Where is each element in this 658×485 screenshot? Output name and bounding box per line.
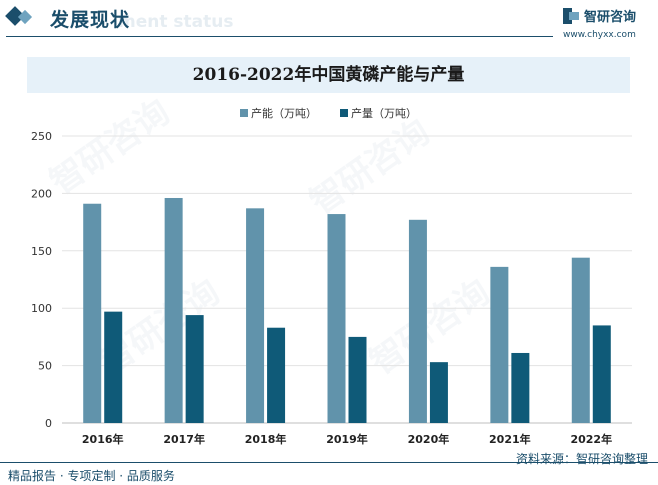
brand-url: www.chyxx.com	[563, 30, 636, 40]
bar-capacity	[408, 219, 427, 423]
legend-label-output: 产量（万吨）	[351, 107, 417, 120]
x-tick-label: 2021年	[489, 432, 531, 446]
y-tick-label: 150	[31, 245, 52, 258]
x-tick-label: 2022年	[570, 432, 612, 446]
bar-output	[511, 352, 530, 423]
bar-output	[267, 327, 286, 423]
bar-capacity	[246, 208, 265, 423]
legend-item-capacity: 产能（万吨）	[240, 105, 317, 121]
data-source: 资料来源：智研咨询整理	[515, 452, 648, 466]
legend-swatch-output	[340, 109, 348, 117]
legend-swatch-capacity	[240, 109, 248, 117]
bar-output	[592, 325, 611, 423]
brand-logo-icon	[563, 8, 579, 24]
footer-divider	[0, 462, 658, 463]
x-tick-label: 2017年	[163, 432, 205, 446]
y-tick-label: 100	[31, 302, 52, 315]
section-subtitle-ghost: ment status	[118, 12, 234, 32]
bar-capacity	[327, 214, 346, 423]
x-tick-label: 2019年	[326, 432, 368, 446]
bar-output	[429, 362, 448, 423]
x-tick-label: 2016年	[82, 432, 124, 446]
chart-title-bar: 2016-2022年中国黄磷产能与产量	[27, 57, 630, 93]
page-footer: 精品报告 · 专项定制 · 品质服务 资料来源：智研咨询整理	[0, 452, 658, 485]
bar-capacity	[164, 197, 183, 423]
y-tick-label: 250	[31, 130, 52, 143]
legend-item-output: 产量（万吨）	[340, 105, 417, 121]
x-tick-label: 2018年	[245, 432, 287, 446]
x-tick-label: 2020年	[408, 432, 450, 446]
bar-output	[348, 336, 367, 423]
bar-output	[185, 315, 204, 423]
bar-output	[104, 311, 123, 423]
y-tick-label: 200	[31, 187, 52, 200]
y-tick-label: 50	[38, 360, 52, 373]
section-title: 发展现状	[50, 9, 131, 31]
chart-title: 2016-2022年中国黄磷产能与产量	[192, 65, 465, 85]
legend-label-capacity: 产能（万吨）	[251, 107, 317, 120]
bar-capacity	[490, 266, 509, 423]
y-tick-label: 0	[45, 417, 52, 430]
header-divider	[6, 36, 553, 37]
bar-capacity	[571, 257, 590, 423]
brand-name: 智研咨询	[584, 10, 637, 25]
footer-slogan: 精品报告 · 专项定制 · 品质服务	[8, 469, 175, 483]
bar-capacity	[83, 203, 102, 423]
page-header: ment status 发展现状 智研咨询 www.chyxx.com	[0, 0, 658, 46]
